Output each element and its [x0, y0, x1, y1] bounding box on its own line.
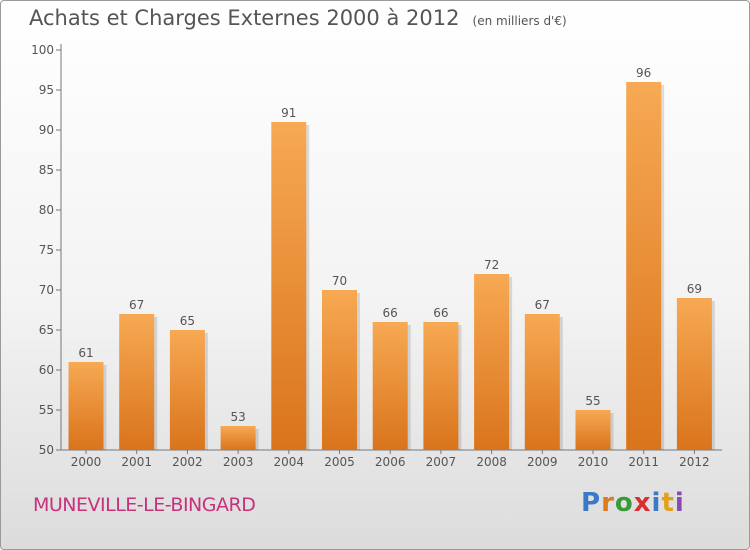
bar: [524, 314, 560, 450]
bar-chart: 50 55 60 65 70 75 80 85 90 95 100 61 2000 67 2001 65 200…: [31, 43, 722, 469]
y-tick-label: 50: [39, 443, 54, 457]
logo-letter: P: [581, 488, 602, 518]
y-tick-label: 80: [39, 203, 54, 217]
logo-letter: i: [674, 488, 685, 518]
bar: [626, 82, 662, 450]
bar-value-label: 91: [281, 106, 296, 120]
bar: [220, 426, 256, 450]
bar-value-label: 96: [636, 66, 651, 80]
bar: [169, 330, 205, 450]
y-tick-label: 85: [39, 163, 54, 177]
logo-letter: i: [651, 488, 662, 518]
chart-title: Achats et Charges Externes 2000 à 2012: [29, 6, 460, 30]
x-tick-label: 2001: [121, 455, 152, 469]
x-tick-label: 2011: [628, 455, 659, 469]
x-tick-label: 2006: [375, 455, 406, 469]
y-tick-label: 90: [39, 123, 54, 137]
bar-value-label: 53: [230, 410, 245, 424]
town-name: MUNEVILLE-LE-BINGARD: [33, 494, 256, 516]
bar-value-label: 66: [383, 306, 398, 320]
bar: [68, 362, 104, 450]
y-tick-label: 100: [31, 43, 54, 57]
x-tick-label: 2009: [527, 455, 558, 469]
logo-letter: x: [633, 488, 652, 518]
chart-title-block: Achats et Charges Externes 2000 à 2012 (…: [29, 6, 567, 30]
x-tick-label: 2000: [71, 455, 102, 469]
bar: [322, 290, 357, 450]
logo-letter: t: [661, 488, 675, 518]
x-tick-label: 2007: [426, 455, 457, 469]
bar-value-label: 67: [535, 298, 550, 312]
bar: [676, 298, 712, 450]
y-tick-label: 95: [39, 83, 54, 97]
bar: [474, 274, 510, 450]
x-tick-label: 2008: [476, 455, 507, 469]
chart-unit: (en milliers d'€): [472, 14, 567, 28]
bar-value-label: 72: [484, 258, 499, 272]
x-tick-label: 2003: [223, 455, 254, 469]
x-tick-label: 2004: [274, 455, 305, 469]
bar-value-label: 67: [129, 298, 144, 312]
bar-value-label: 69: [687, 282, 702, 296]
bar: [119, 314, 155, 450]
x-tick-label: 2010: [578, 455, 609, 469]
y-tick-label: 75: [39, 243, 54, 257]
x-tick-label: 2012: [679, 455, 710, 469]
bar-value-label: 55: [585, 394, 600, 408]
bar-value-label: 70: [332, 274, 347, 288]
logo-letter: r: [601, 488, 615, 518]
proxiti-logo: Proxiti: [581, 488, 685, 518]
y-tick-label: 65: [39, 323, 54, 337]
logo-letter: o: [614, 488, 634, 518]
bar: [271, 122, 307, 450]
bar-value-label: 61: [78, 346, 93, 360]
x-tick-label: 2002: [172, 455, 203, 469]
y-tick-label: 60: [39, 363, 54, 377]
y-tick-label: 55: [39, 403, 54, 417]
bar: [575, 410, 611, 450]
bar-value-label: 65: [180, 314, 195, 328]
bar-value-label: 66: [433, 306, 448, 320]
bar: [372, 322, 408, 450]
y-tick-label: 70: [39, 283, 54, 297]
bar: [423, 322, 459, 450]
x-tick-label: 2005: [324, 455, 355, 469]
